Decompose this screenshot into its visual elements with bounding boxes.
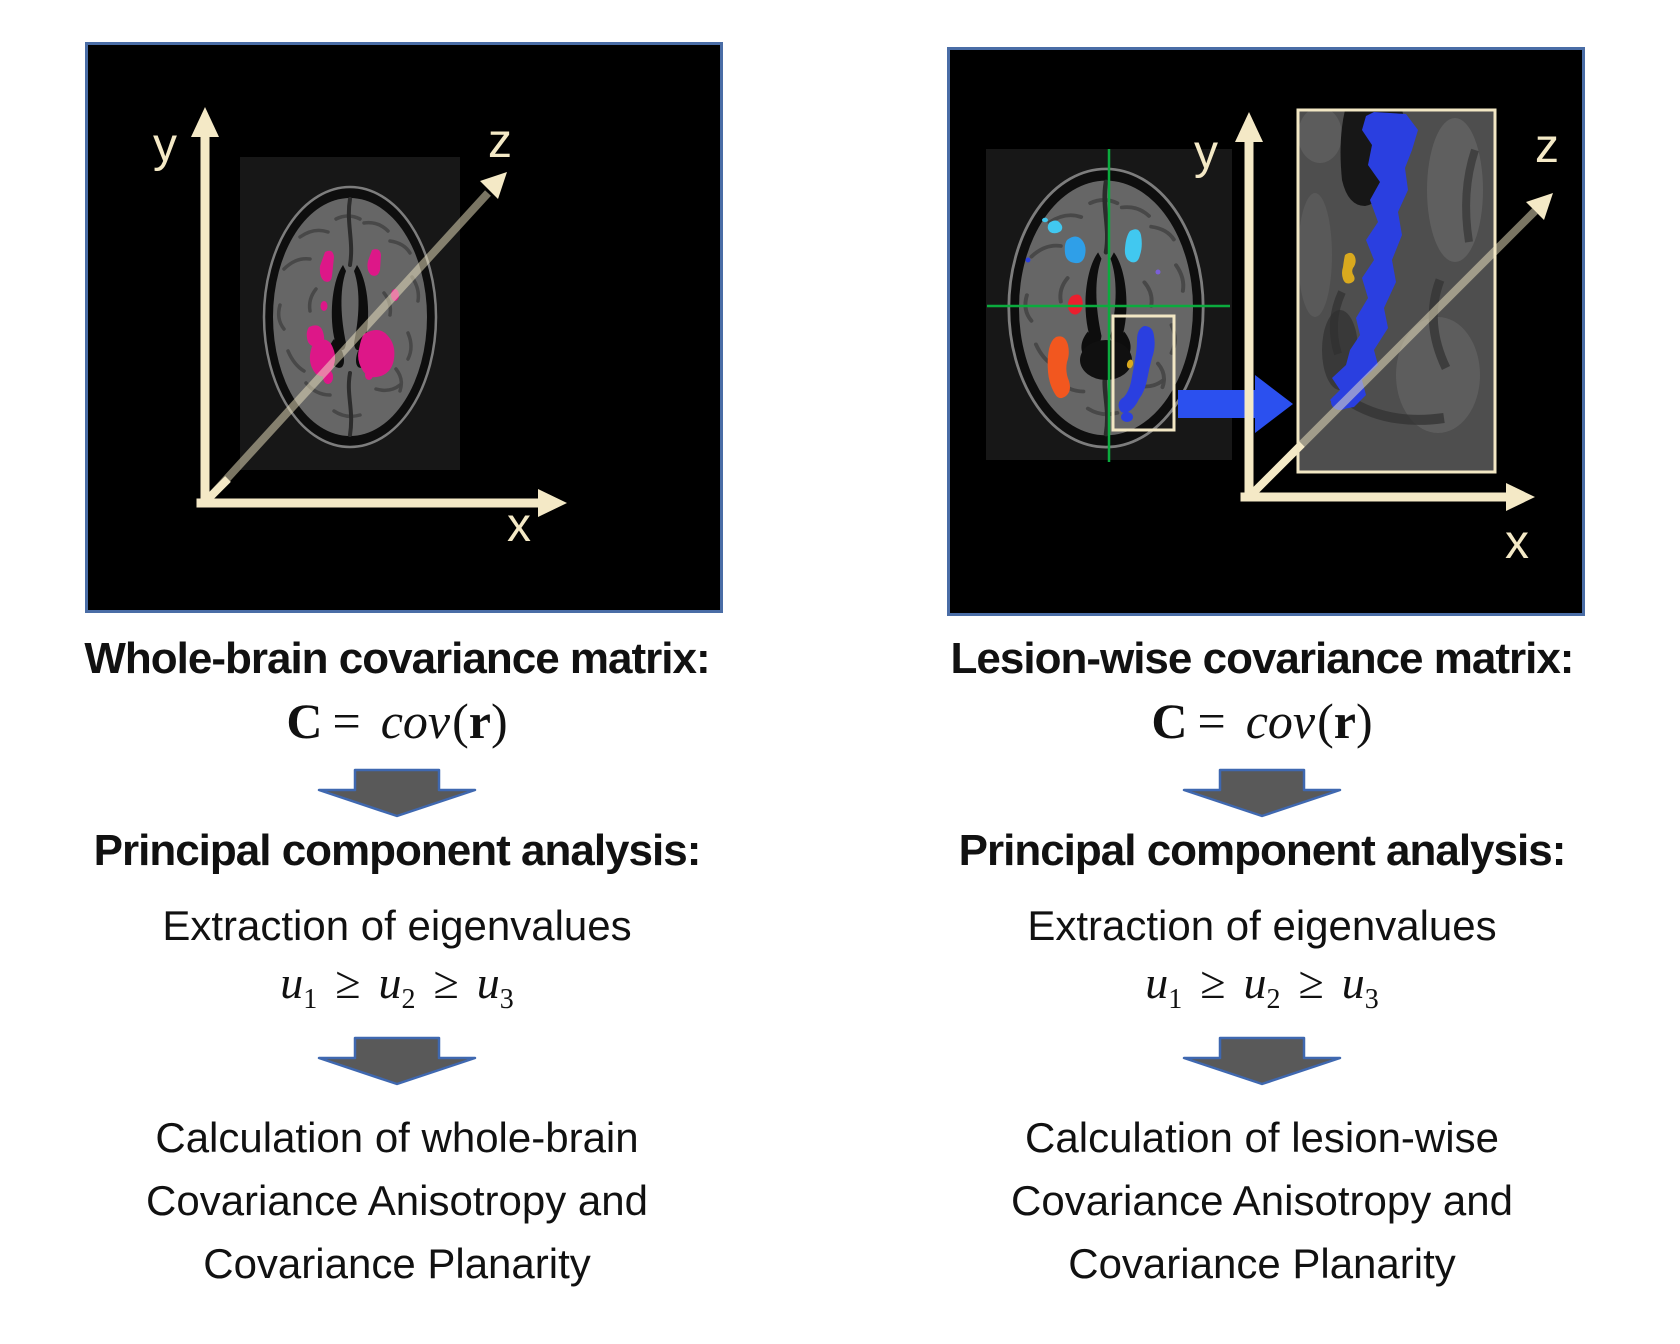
pca-heading: Principal component analysis:: [958, 826, 1567, 875]
coordinate-axes: y z x: [1194, 108, 1559, 569]
classified-lesions: [1025, 217, 1161, 422]
whole-brain-mri-panel: y z x: [85, 42, 723, 613]
axis-label-z: z: [488, 115, 512, 168]
inset-blue-lesion: [1330, 112, 1418, 410]
eigen-extraction-label: Extraction of eigenvalues: [1027, 902, 1497, 949]
down-arrow-icon: [932, 768, 1592, 818]
pca-heading: Principal component analysis:: [93, 826, 702, 875]
axis-y-arrowhead: [191, 107, 219, 137]
axis-z-arrowhead: [1526, 193, 1553, 220]
formula-vector-symbol: r: [1333, 693, 1356, 749]
eigen-extraction-label: Extraction of eigenvalues: [162, 902, 632, 949]
formula-open-paren: (: [452, 693, 469, 749]
geq-operator: ≥: [1298, 957, 1324, 1008]
eigenvalue-sub1: 1: [303, 984, 318, 1016]
eigen-inequality: u1 ≥ u2 ≥ u3: [932, 956, 1592, 1014]
lesion-wise-caption-column: Lesion-wise covariance matrix: C = cov(r) …: [932, 612, 1592, 1344]
axis-z-line: [209, 190, 491, 498]
formula-close-paren: ): [490, 693, 508, 749]
axis-label-x: x: [1505, 516, 1529, 569]
lesion-orange: [1047, 336, 1070, 399]
axis-y-arrowhead: [1235, 112, 1263, 142]
lesion-roi-box: [1111, 314, 1176, 432]
calculation-line-2: Covariance Anisotropy and: [1011, 1177, 1513, 1224]
calculation-caption: Calculation of whole-brain Covariance An…: [67, 1106, 727, 1295]
eigenvalue-sub2: 2: [401, 984, 416, 1016]
geq-operator: ≥: [335, 957, 361, 1008]
crosshair: [987, 149, 1230, 462]
axis-z-line-start: [1249, 441, 1305, 497]
formula-matrix-symbol: C: [1151, 693, 1188, 749]
eigenvalue-u3: u: [476, 957, 500, 1008]
eigenvalue-u1: u: [1145, 957, 1169, 1008]
calculation-line-2: Covariance Anisotropy and: [146, 1177, 648, 1224]
eigenvalue-u3: u: [1341, 957, 1365, 1008]
whole-brain-scene: y z x: [153, 107, 567, 552]
formula-equals: =: [1197, 693, 1226, 749]
eigen-inequality: u1 ≥ u2 ≥ u3: [67, 956, 727, 1014]
geq-operator: ≥: [433, 957, 459, 1008]
axis-x-arrowhead: [1506, 483, 1535, 511]
formula-close-paren: ): [1355, 693, 1373, 749]
inset-border: [1296, 108, 1497, 474]
down-arrow-icon: [932, 1036, 1592, 1086]
axis-x-arrowhead: [538, 489, 567, 517]
posterior-ventricle-atrium: [1080, 340, 1132, 380]
formula-vector-symbol: r: [468, 693, 491, 749]
axis-label-x: x: [507, 499, 531, 552]
axis-label-y: y: [153, 119, 177, 172]
calculation-line-3: Covariance Planarity: [1068, 1240, 1456, 1287]
axis-label-y: y: [1194, 126, 1218, 179]
axis-label-z: z: [1535, 120, 1559, 173]
covariance-title: Lesion-wise covariance matrix:: [950, 634, 1575, 683]
calculation-line-1: Calculation of lesion-wise: [1025, 1114, 1499, 1161]
calculation-caption: Calculation of lesion-wise Covariance An…: [932, 1106, 1592, 1295]
eigenvalue-sub2: 2: [1266, 984, 1281, 1016]
covariance-formula: C = cov(r): [67, 692, 727, 750]
coordinate-axes: y z x: [153, 107, 567, 552]
formula-matrix-symbol: C: [286, 693, 323, 749]
formula-open-paren: (: [1317, 693, 1334, 749]
covariance-title: Whole-brain covariance matrix:: [84, 634, 710, 683]
eigenvalue-sub3: 3: [1364, 984, 1379, 1016]
zoom-callout-arrow-icon: [1178, 375, 1293, 433]
covariance-formula: C = cov(r): [932, 692, 1592, 750]
formula-cov-function: cov: [380, 693, 451, 749]
lesion-wise-scene: y z x: [986, 108, 1559, 569]
down-arrow-icon: [67, 1036, 727, 1086]
down-arrow-icon: [67, 768, 727, 818]
inset-yellow-lesion: [1342, 252, 1356, 284]
formula-equals: =: [332, 693, 361, 749]
calculation-line-1: Calculation of whole-brain: [155, 1114, 639, 1161]
calculation-line-3: Covariance Planarity: [203, 1240, 591, 1287]
eigenvalue-u1: u: [280, 957, 304, 1008]
eigenvalue-u2: u: [1243, 957, 1267, 1008]
axis-z-arrowhead: [480, 172, 507, 199]
eigenvalue-sub1: 1: [1168, 984, 1183, 1016]
whole-brain-caption-column: Whole-brain covariance matrix: C = cov(r) …: [67, 612, 727, 1344]
lesion-wise-mri-panel: y z x: [947, 47, 1585, 616]
formula-cov-function: cov: [1245, 693, 1316, 749]
lesion-blue-target: [1118, 326, 1155, 413]
eigenvalue-u2: u: [378, 957, 402, 1008]
geq-operator: ≥: [1200, 957, 1226, 1008]
eigenvalue-sub3: 3: [499, 984, 514, 1016]
